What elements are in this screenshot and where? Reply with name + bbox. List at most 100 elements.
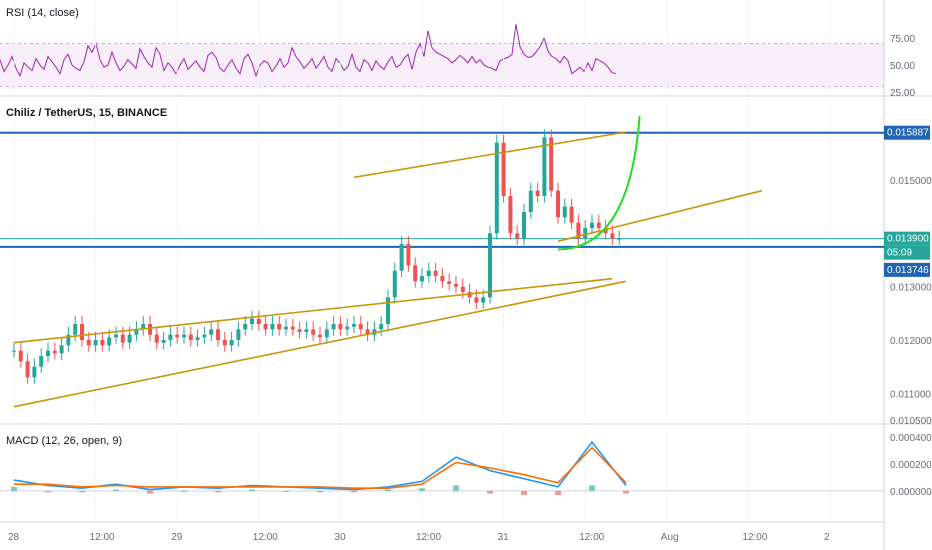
candle-body [596, 222, 601, 228]
candle-body [406, 244, 411, 266]
macd-histogram-bar [113, 489, 119, 491]
candle-body [209, 329, 214, 335]
candle-body [59, 345, 64, 354]
candle-body [488, 233, 492, 298]
macd-histogram-bar [487, 490, 493, 494]
candle-body [365, 329, 370, 335]
macd-line [13, 440, 627, 491]
candle-body [25, 361, 30, 378]
rsi-band [0, 43, 884, 87]
price-tag [884, 245, 930, 260]
macd-title: MACD (12, 26, open, 9) [6, 435, 122, 447]
time-tick-label: 2 [824, 532, 830, 543]
macd-line [14, 446, 627, 490]
candle-body [66, 334, 71, 346]
candle-body [263, 324, 268, 330]
candle-body [603, 228, 608, 234]
time-axis[interactable]: 28 12:00 29 12:00 30 12:00 31 12:00 Aug 12:00 2 [8, 532, 830, 543]
rsi-title: RSI (14, close) [6, 7, 79, 19]
macd-histogram-bar [11, 486, 17, 491]
candle-body [576, 222, 581, 239]
candle-body [134, 329, 139, 335]
time-tick-label: 28 [8, 532, 20, 543]
candle-body [182, 334, 186, 338]
candle-body [508, 196, 513, 234]
price-tick-label: 0.015000 [890, 176, 932, 187]
macd-histogram-bar [215, 490, 221, 493]
candle-body [141, 324, 146, 330]
macd-pane[interactable]: 0.000400 0.000200 0.000000 [0, 433, 932, 498]
candle-body [202, 334, 207, 338]
candle-body [617, 238, 622, 240]
macd-histogram-bar [79, 490, 85, 493]
time-tick-label: 29 [171, 532, 183, 543]
price-tag [884, 231, 930, 246]
price-tick-label: 0.010500 [890, 416, 932, 427]
candle-body [195, 337, 200, 340]
candle-body [114, 334, 118, 338]
candle-body [454, 284, 458, 287]
price-tag-label: 0.015887 [887, 128, 929, 139]
candle-body [515, 233, 520, 239]
trend-line [13, 277, 613, 344]
macd-histogram-bar [249, 489, 255, 491]
time-tick-label: 12:00 [579, 532, 604, 543]
price-pane[interactable]: 0.015000 0.013000 0.012000 0.011000 0.010500… [0, 0, 932, 522]
candle-body [542, 137, 547, 196]
candle-body [311, 329, 316, 335]
macd-histogram-bar [453, 485, 459, 491]
price-tick-label: 0.012000 [890, 336, 932, 347]
candle-body [426, 270, 431, 276]
candle-body [338, 324, 343, 330]
candle-body [562, 206, 567, 218]
candle-body [386, 297, 390, 324]
candle-body [413, 265, 418, 282]
candle-body [236, 329, 241, 340]
candle-body [583, 228, 588, 239]
price-tag-label: 0.013900 [887, 234, 929, 245]
candle-body [100, 340, 105, 346]
macd-histogram-bar [283, 490, 289, 492]
price-tag [884, 125, 930, 140]
price-tick-label: 0.013000 [890, 283, 932, 294]
candle-body [188, 334, 193, 340]
candle-body [399, 244, 404, 271]
macd-histogram-bar [555, 490, 561, 495]
candle-body [352, 324, 356, 327]
candle-body [222, 340, 227, 346]
macd-histogram-bar [521, 490, 527, 495]
price-tag-label: 0.013746 [887, 265, 929, 276]
candle-body [331, 324, 336, 330]
rsi-pane[interactable]: 75.00 50.00 25.00 [0, 24, 915, 99]
candle-body [528, 190, 533, 212]
macd-histogram-bar [45, 490, 51, 493]
trend-line [353, 131, 627, 179]
candle-body [284, 326, 288, 330]
macd-histogram-bar [623, 490, 629, 494]
rsi-line [0, 24, 617, 78]
time-tick-label: 12:00 [416, 532, 441, 543]
time-tick-label: 12:00 [253, 532, 278, 543]
rsi-tick-label: 50.00 [890, 61, 915, 72]
time-tick-label: 12:00 [742, 532, 767, 543]
candle-body [93, 340, 98, 346]
candle-body [290, 326, 295, 330]
candle-body [270, 324, 275, 330]
candle-body [392, 270, 397, 298]
time-tick-label: Aug [661, 532, 679, 543]
candle-body [297, 329, 302, 332]
macd-histogram-bar [317, 490, 323, 493]
candle-body [175, 334, 180, 338]
macd-tick-label: 0.000200 [890, 460, 932, 471]
candle-body [243, 324, 248, 330]
macd-histogram-bar [589, 485, 595, 491]
candle-body [229, 340, 234, 346]
trend-line [557, 189, 763, 243]
candle-body [52, 350, 57, 354]
time-tick-label: 30 [334, 532, 346, 543]
symbol-title: Chiliz / TetherUS, 15, BINANCE [6, 107, 167, 119]
candle-body [481, 297, 486, 303]
candle-body [216, 329, 220, 340]
candle-body [148, 324, 152, 335]
